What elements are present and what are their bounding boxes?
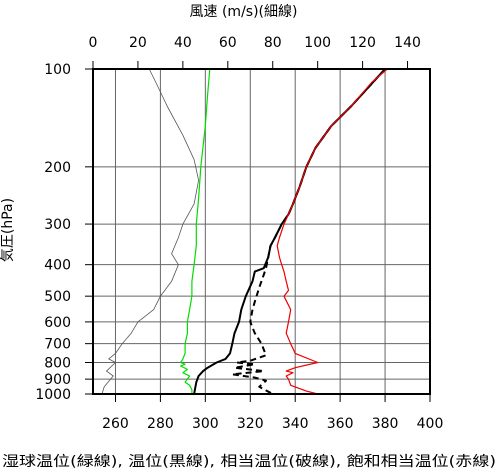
bottom-axis-title: 湿球温位(緑線), 温位(黒線), 相当温位(破線), 飽和相当温位(赤線) bbox=[2, 453, 496, 470]
bottom-tick-label: 400 bbox=[417, 416, 444, 432]
top-tick-label: 60 bbox=[219, 35, 237, 51]
bottom-tick-label: 340 bbox=[282, 416, 309, 432]
top-tick-label: 40 bbox=[174, 35, 192, 51]
top-tick-label: 0 bbox=[89, 35, 98, 51]
y-tick-label: 300 bbox=[44, 217, 71, 233]
tick-labels: 260 280 300 320 340 360 380 400 0 20 40 60 80 100 120 1… bbox=[35, 35, 443, 432]
grid bbox=[93, 68, 431, 395]
series-line-0 bbox=[101, 68, 200, 395]
top-tick-label: 20 bbox=[129, 35, 147, 51]
series-line-4 bbox=[276, 68, 388, 395]
series-group bbox=[101, 68, 388, 395]
y-tick-label: 700 bbox=[44, 337, 71, 353]
y-tick-label: 400 bbox=[44, 258, 71, 274]
bottom-tick-label: 300 bbox=[192, 416, 219, 432]
top-tick-label: 100 bbox=[304, 35, 331, 51]
series-line-2 bbox=[193, 68, 386, 395]
y-tick-label: 200 bbox=[44, 160, 71, 176]
bottom-tick-label: 320 bbox=[237, 416, 264, 432]
y-axis-title: 気圧(hPa) bbox=[0, 198, 16, 262]
bottom-tick-label: 280 bbox=[147, 416, 174, 432]
top-axis-title: 風速 (m/s)(細線) bbox=[190, 4, 298, 20]
series-line-3 bbox=[231, 68, 386, 395]
series-line-1 bbox=[180, 68, 211, 394]
bottom-tick-label: 380 bbox=[372, 416, 399, 432]
y-tick-label: 800 bbox=[44, 356, 71, 372]
top-tick-label: 120 bbox=[349, 35, 376, 51]
top-tick-label: 80 bbox=[264, 35, 282, 51]
y-tick-label: 600 bbox=[44, 315, 71, 331]
y-tick-label: 1000 bbox=[35, 387, 71, 403]
bottom-tick-label: 260 bbox=[102, 416, 129, 432]
y-tick-label: 900 bbox=[44, 372, 71, 388]
top-tick-label: 140 bbox=[394, 35, 421, 51]
y-tick-label: 500 bbox=[44, 289, 71, 305]
plot-frame bbox=[92, 68, 431, 395]
y-tick-label: 100 bbox=[44, 62, 71, 78]
bottom-tick-label: 360 bbox=[327, 416, 354, 432]
